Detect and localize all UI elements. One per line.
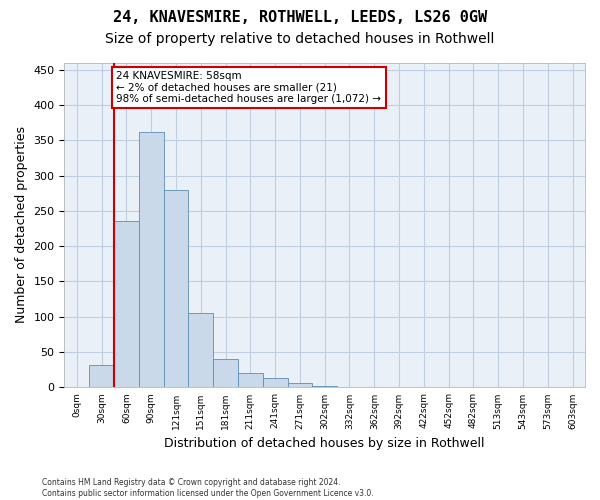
Text: 24 KNAVESMIRE: 58sqm
← 2% of detached houses are smaller (21)
98% of semi-detach: 24 KNAVESMIRE: 58sqm ← 2% of detached ho…: [116, 71, 382, 104]
Bar: [213, 359, 238, 388]
Y-axis label: Number of detached properties: Number of detached properties: [15, 126, 28, 324]
Text: Contains HM Land Registry data © Crown copyright and database right 2024.
Contai: Contains HM Land Registry data © Crown c…: [42, 478, 374, 498]
Bar: [263, 378, 287, 388]
Bar: [89, 365, 114, 388]
Bar: [139, 132, 164, 388]
Bar: [486, 386, 511, 388]
Text: Size of property relative to detached houses in Rothwell: Size of property relative to detached ho…: [106, 32, 494, 46]
Bar: [114, 222, 139, 388]
Bar: [238, 374, 263, 388]
Bar: [164, 190, 188, 388]
X-axis label: Distribution of detached houses by size in Rothwell: Distribution of detached houses by size …: [164, 437, 485, 450]
Bar: [188, 314, 213, 388]
Bar: [313, 386, 337, 388]
Bar: [287, 383, 313, 388]
Text: 24, KNAVESMIRE, ROTHWELL, LEEDS, LS26 0GW: 24, KNAVESMIRE, ROTHWELL, LEEDS, LS26 0G…: [113, 10, 487, 25]
